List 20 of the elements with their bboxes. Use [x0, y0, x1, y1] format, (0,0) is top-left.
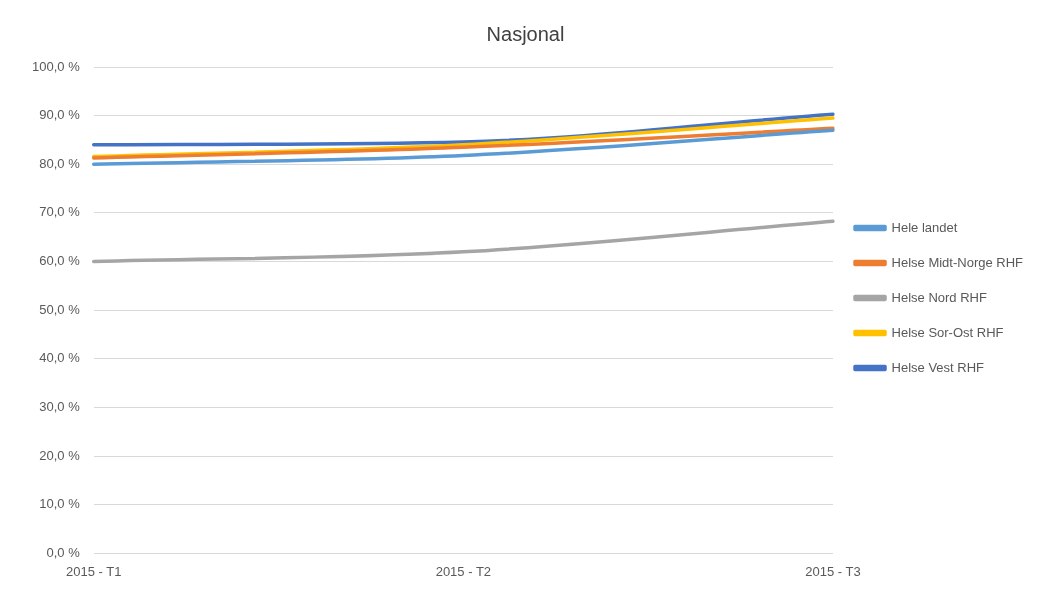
x-tick-label: 2015 - T3 — [805, 563, 861, 579]
legend-label: Helse Vest RHF — [891, 359, 985, 375]
y-tick-label: 80,0 % — [39, 155, 81, 171]
legend-label: Helse Sor-Ost RHF — [891, 324, 1004, 340]
y-tick-label: 50,0 % — [39, 301, 81, 317]
x-tick-label: 2015 - T1 — [65, 563, 122, 579]
y-tick-label: 30,0 % — [39, 399, 81, 415]
y-tick-label: 0,0 % — [46, 544, 81, 560]
y-tick-label: 60,0 % — [39, 253, 81, 269]
y-tick-label: 10,0 % — [39, 496, 81, 512]
y-tick-label: 90,0 % — [39, 107, 81, 123]
legend-label: Hele landet — [891, 219, 958, 235]
y-tick-label: 70,0 % — [39, 204, 81, 220]
legend-label: Helse Nord RHF — [891, 289, 987, 305]
y-tick-label: 20,0 % — [39, 447, 81, 463]
chart-title: Nasjonal — [486, 22, 565, 45]
x-tick-label: 2015 - T2 — [435, 563, 492, 579]
legend-label: Helse Midt-Norge RHF — [891, 254, 1024, 270]
y-tick-label: 40,0 % — [39, 350, 81, 366]
y-tick-label: 100,0 % — [32, 58, 81, 74]
